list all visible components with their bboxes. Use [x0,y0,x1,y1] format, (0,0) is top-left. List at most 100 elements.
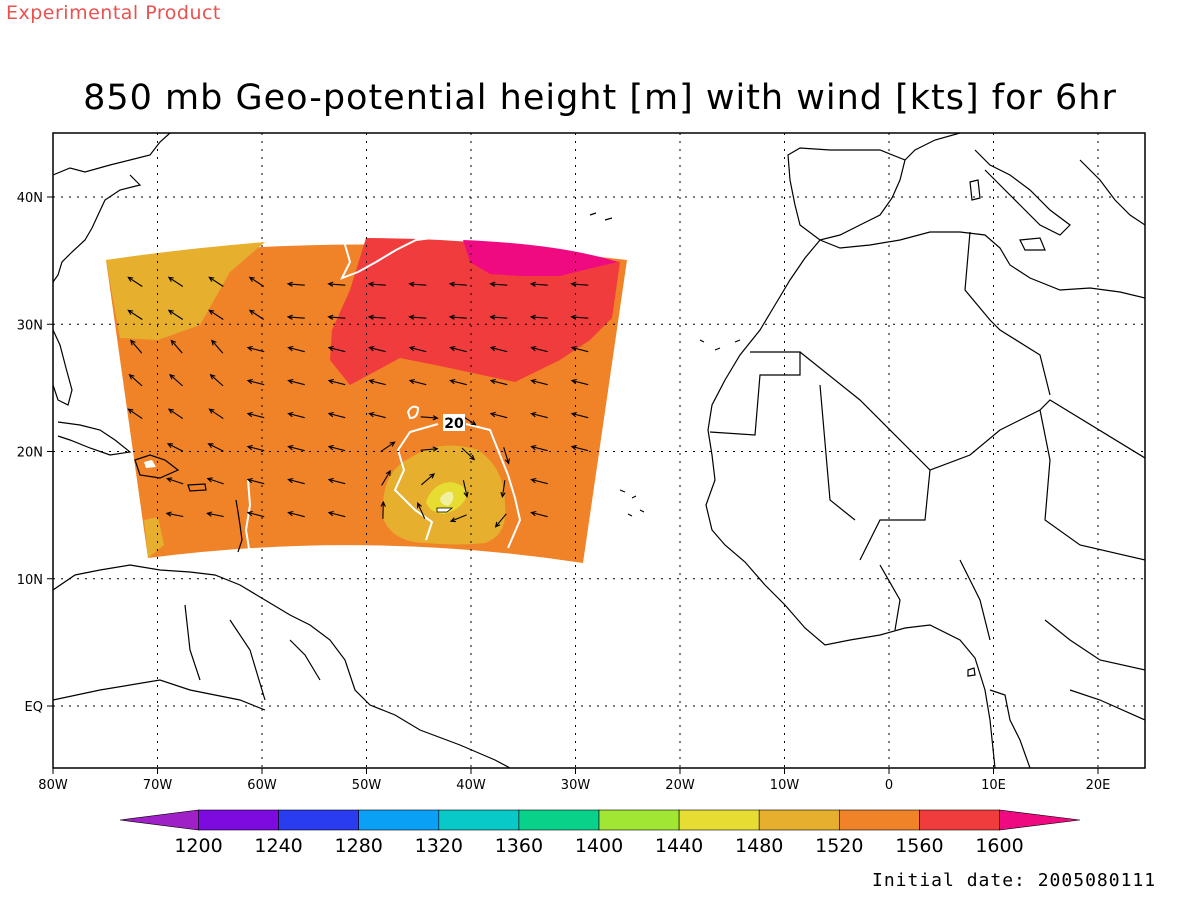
colorbar-segment [758,809,840,831]
wind-arrow [449,378,467,386]
contour-vertical [244,479,252,556]
wind-arrow [489,314,508,320]
sardinia [969,179,981,201]
wind-arrow [166,443,184,452]
france-italy-coast [904,133,1071,236]
land-outlines [53,133,1145,768]
wind-arrow [209,373,224,387]
wind-arrow [248,276,265,287]
wind-arrow [367,281,386,287]
wind-arrow [530,510,548,518]
colorbar-segment [358,809,440,831]
lon-tick-label: 10W [770,778,800,793]
wind-arrow [327,444,346,452]
wind-arrow [368,378,386,386]
colorbar-label: 1520 [815,835,863,857]
storm-center-marker [144,460,454,513]
wind-arrow [530,345,548,353]
wind-arrow [462,480,469,498]
wind-arrow [206,511,224,518]
wind-arrow [489,281,508,287]
wind-arrow [489,411,508,419]
wind-arrow [127,309,143,320]
lon-tick-label: 20E [1086,778,1111,793]
wind-arrow [421,473,436,486]
wind-arrow [408,281,427,287]
lat-tick-label: 40N [17,191,43,206]
wind-arrow [449,514,467,523]
florida [53,329,73,406]
wind-arrow [530,411,548,419]
contour-label-box [443,414,465,431]
fill-1440-storm [440,491,454,506]
colorbar-segment [919,809,1000,831]
wind-arrow [127,408,143,420]
lon-tick-label: 40W [456,778,486,793]
wind-arrow [503,447,510,465]
colorbar-label: 1200 [174,835,222,857]
wind-arrow [248,309,265,320]
wind-arrow [287,477,305,485]
wind-arrow [246,411,265,419]
lon-tick-label: 0 [885,778,893,793]
wind-arrow [489,378,508,386]
wind-arrow [208,309,224,320]
wind-arrow [570,411,589,419]
wind-arrow [500,480,506,499]
wind-arrow [287,444,305,452]
colorbar-under-triangle [119,809,199,831]
grid-lines [53,133,1145,768]
wind-arrow [530,378,548,386]
wind-arrow [408,314,427,320]
map-frame [52,132,1146,769]
contour-line-north [339,237,433,280]
contour-line-20 [393,423,522,549]
wind-arrow [408,378,427,386]
wind-arrow [165,511,184,518]
fill-1640 [463,240,618,276]
wind-arrow [408,345,427,353]
colorbar-segment [678,809,760,831]
wind-arrow [494,513,507,528]
contour-label-text: 20 [444,416,464,432]
colorbar-label: 1560 [895,835,943,857]
cape-verde-islands [619,489,645,517]
lat-tick-label: EQ [25,700,43,715]
island-white-patch [144,460,156,468]
wind-arrow [327,411,346,419]
gulf-of-guinea-islands [967,667,976,677]
canary-islands [699,339,741,351]
wind-arrow [327,345,346,353]
wind-arrow [570,378,589,386]
wind-arrow [208,408,224,420]
wind-arrow [570,345,589,353]
wind-arrow [286,314,305,320]
wind-arrow [287,411,305,419]
wind-arrow [449,345,467,353]
fill-1520-sw [144,517,164,558]
wind-arrow [327,510,346,518]
lon-tick-label: 60W [247,778,277,793]
wind-arrow [448,314,467,320]
colorbar-segment [198,809,279,831]
wind-arrow [368,411,386,419]
balkans-coast [1079,159,1145,226]
wind-arrow [417,502,426,519]
wind-arrow [129,339,143,354]
wind-arrow [170,339,183,354]
wind-arrow [420,415,439,421]
storm-hook [436,507,454,513]
colorbar-label: 1320 [415,835,463,857]
colorbar-label: 1280 [335,835,383,857]
africa-borders [709,231,1145,641]
wind-arrow [368,345,386,353]
longitude-labels: 80W 70W 60W 50W 40W 30W 20W 10W 0 10E 20E [38,768,1110,793]
central-africa-coast [989,689,1031,768]
colorbar-segment [518,809,600,831]
lon-tick-label: 70W [143,778,173,793]
puerto-rico [187,483,207,492]
lon-tick-label: 10E [981,778,1006,793]
experimental-product-label: Experimental Product [6,2,221,24]
wind-arrow [287,378,305,386]
